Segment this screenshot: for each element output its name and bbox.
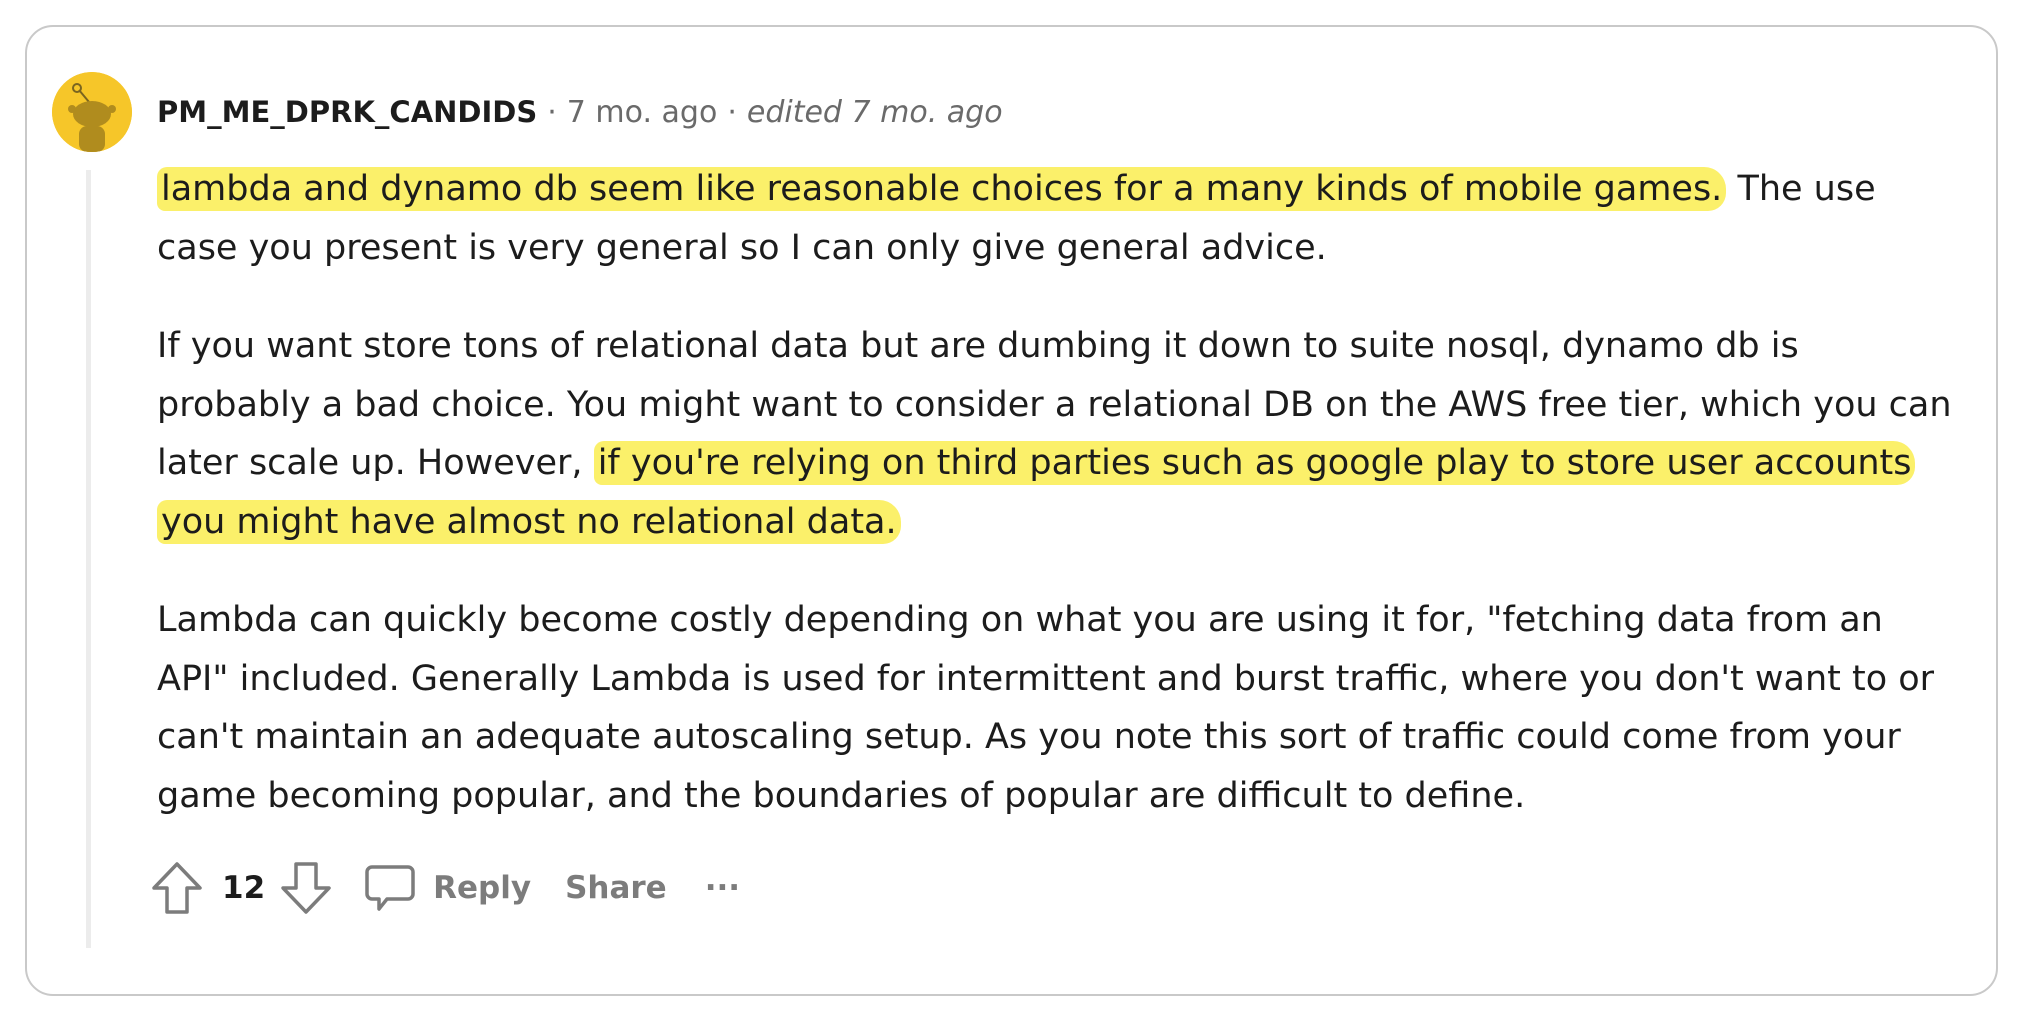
arrow-up-icon [152,862,202,914]
arrow-down-icon [281,862,331,914]
comment-paragraph: Lambda can quickly become costly dependi… [157,591,1957,825]
comment-paragraph: lambda and dynamo db seem like reasonabl… [157,160,1957,277]
meta-separator: · [727,94,737,130]
highlighted-text: lambda and dynamo db seem like reasonabl… [157,167,1727,211]
paragraph-text: The use case you present is very general… [157,169,1876,268]
snoo-avatar-icon [52,72,132,152]
paragraph-text: If you want store tons of relational dat… [157,326,1952,483]
comment-body: lambda and dynamo db seem like reasonabl… [157,160,1957,865]
reply-label: Reply [433,870,532,906]
more-options-button[interactable]: ··· [704,870,741,906]
paragraph-text: Lambda can quickly become costly dependi… [157,600,1935,816]
comment-paragraph: If you want store tons of relational dat… [157,317,1957,551]
meta-separator: · [547,94,557,130]
upvote-button[interactable] [150,860,204,916]
downvote-button[interactable] [279,860,333,916]
vote-score: 12 [222,870,266,906]
comment-timestamp[interactable]: 7 mo. ago [566,94,718,130]
user-avatar[interactable] [52,72,132,152]
thread-collapse-line[interactable] [86,170,91,948]
speech-bubble-icon [363,861,417,915]
author-username[interactable]: PM_ME_DPRK_CANDIDS [157,95,538,129]
share-button[interactable]: Share [565,870,667,906]
comment-meta: PM_ME_DPRK_CANDIDS · 7 mo. ago · edited … [157,90,1003,134]
reply-button[interactable]: Reply [363,861,531,915]
comment-actions-bar: 12 Reply Share ··· [150,858,740,918]
edited-timestamp: edited 7 mo. ago [746,94,1003,130]
